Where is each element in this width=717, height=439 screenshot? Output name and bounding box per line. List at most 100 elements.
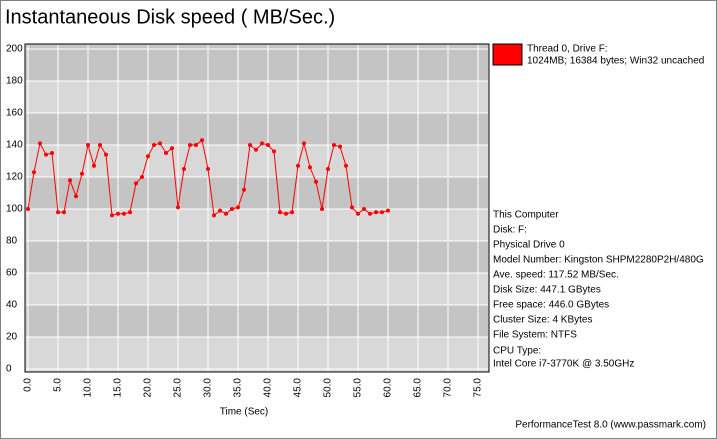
info-line: CPU Type:: [493, 346, 541, 357]
data-point: [242, 187, 246, 192]
data-point: [206, 167, 210, 171]
data-point: [146, 154, 150, 159]
x-tick-label: 5.0: [53, 378, 64, 392]
data-point: [194, 143, 198, 147]
x-tick-label: 75.0: [473, 378, 484, 398]
plot-border: [24, 43, 490, 373]
info-line: Physical Drive 0: [493, 240, 565, 251]
data-point: [212, 213, 216, 218]
data-point: [32, 170, 36, 175]
grid-band: [26, 177, 488, 209]
footer: PerformanceTest 8.0 (www.passmark.com): [515, 420, 706, 431]
y-tick-label: 60: [6, 268, 18, 279]
data-point: [128, 210, 132, 215]
data-point: [182, 167, 186, 171]
y-tick-label: 0: [6, 364, 12, 375]
y-tick-label: 140: [6, 140, 23, 151]
data-point: [38, 141, 42, 146]
data-point: [314, 179, 318, 184]
data-point: [284, 211, 288, 216]
data-point: [92, 163, 96, 168]
data-point: [116, 211, 120, 216]
x-tick-label: 40.0: [263, 378, 274, 398]
x-tick-label: 65.0: [413, 378, 424, 398]
data-point: [236, 205, 240, 210]
data-point: [164, 151, 168, 155]
data-point: [248, 143, 252, 147]
data-point: [302, 141, 306, 146]
x-tick-label: 70.0: [443, 378, 454, 398]
data-point: [344, 163, 348, 168]
y-tick-label: 100: [6, 204, 23, 215]
data-point: [44, 152, 48, 157]
legend-label: Thread 0, Drive F:: [527, 44, 608, 55]
data-point: [296, 163, 300, 168]
x-tick-label: 50.0: [323, 378, 334, 398]
info-line: File System: NTFS: [493, 330, 577, 341]
info-line: Intel Core i7-3770K @ 3.50GHz: [493, 359, 634, 370]
data-point: [278, 210, 282, 215]
data-point: [326, 167, 330, 171]
y-tick-label: 40: [6, 300, 18, 311]
data-point: [356, 211, 360, 216]
grid-band: [26, 44, 488, 81]
data-point: [272, 149, 276, 154]
info-line: Cluster Size: 4 KBytes: [493, 315, 592, 326]
data-point: [380, 210, 384, 215]
x-tick-label: 35.0: [233, 378, 244, 398]
grid-band: [26, 241, 488, 273]
data-point: [386, 208, 390, 213]
data-point: [266, 143, 270, 147]
legend-swatch: [492, 43, 523, 66]
y-tick-label: 120: [6, 172, 23, 183]
data-point: [50, 151, 54, 155]
data-point: [176, 205, 180, 210]
grid-band: [26, 113, 488, 145]
info-line: Ave. speed: 117.52 MB/Sec.: [493, 270, 619, 281]
data-point: [62, 210, 66, 215]
info-line: This Computer: [493, 210, 559, 221]
data-point: [362, 207, 366, 211]
x-tick-label: 45.0: [293, 378, 304, 398]
info-line: Free space: 446.0 GBytes: [493, 300, 609, 311]
x-tick-label: 0.0: [23, 378, 34, 392]
data-point: [374, 210, 378, 215]
info-line: Disk Size: 447.1 GBytes: [493, 285, 601, 296]
data-point: [86, 143, 90, 147]
data-point: [230, 207, 234, 211]
data-point: [224, 211, 228, 216]
data-point: [290, 210, 294, 215]
data-point: [260, 141, 264, 146]
x-tick-label: 10.0: [83, 378, 94, 398]
info-line: Model Number: Kingston SHPM2280P2H/480G: [493, 255, 704, 266]
data-point: [56, 210, 60, 215]
data-point: [104, 152, 108, 157]
data-point: [134, 181, 138, 186]
data-point: [218, 208, 222, 213]
y-tick-label: 160: [6, 108, 23, 119]
x-tick-label: 60.0: [383, 378, 394, 398]
x-tick-label: 15.0: [113, 378, 124, 398]
chart-title: Instantaneous Disk speed ( MB/Sec.): [5, 6, 335, 28]
data-point: [158, 141, 162, 146]
data-point: [110, 213, 114, 218]
y-tick-label: 80: [6, 236, 18, 247]
data-point: [170, 146, 174, 151]
info-line: Disk: F:: [493, 225, 527, 236]
data-point: [320, 207, 324, 211]
data-point: [338, 144, 342, 149]
data-point: [200, 138, 204, 143]
data-point: [26, 207, 30, 211]
data-point: [308, 165, 312, 170]
data-point: [152, 143, 156, 147]
x-tick-label: 25.0: [173, 378, 184, 398]
x-tick-label: 30.0: [203, 378, 214, 398]
data-point: [80, 171, 84, 176]
x-tick-label: 20.0: [143, 378, 154, 398]
data-point: [98, 143, 102, 147]
data-point: [254, 147, 258, 152]
x-tick-label: 55.0: [353, 378, 364, 398]
x-axis-label: Time (Sec): [220, 407, 269, 418]
grid-band: [26, 305, 488, 337]
